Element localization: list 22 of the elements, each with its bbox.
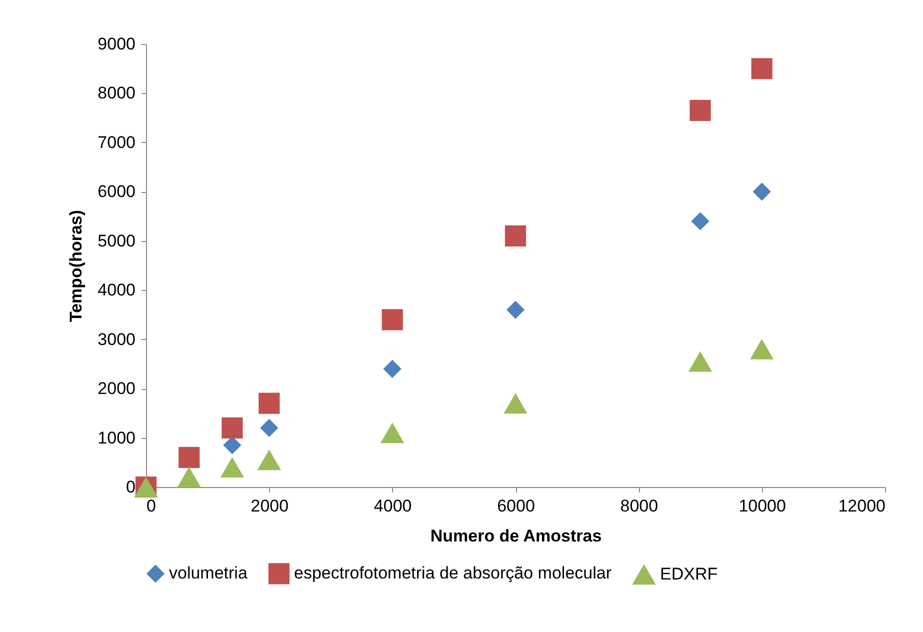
x-tick-label: 8000: [620, 496, 658, 516]
y-tick-label: 7000: [98, 132, 136, 152]
y-tick-label: 1000: [98, 428, 136, 448]
legend-label: volumetria: [169, 564, 248, 583]
x-axis-title: Numero de Amostras: [430, 526, 602, 546]
y-tick-label: 2000: [98, 379, 136, 398]
y-tick-label: 9000: [98, 34, 136, 54]
y-tick-label: 8000: [98, 84, 136, 103]
x-tick-label: 2000: [250, 496, 289, 516]
x-tick-label: 12000: [838, 496, 886, 516]
y-tick-label: 6000: [98, 182, 136, 202]
y-tick-label: 3000: [98, 330, 136, 349]
x-tick-label: 6000: [497, 496, 535, 516]
y-tick-label: 4000: [98, 280, 136, 300]
y-axis-title: Tempo(horas): [66, 210, 86, 322]
y-tick-label: 5000: [98, 231, 136, 250]
legend-label: EDXRF: [660, 564, 718, 584]
x-tick-label: 4000: [374, 496, 412, 516]
x-tick-label: 0: [146, 496, 156, 516]
y-tick-label: 0: [126, 478, 136, 496]
x-tick-label: 10000: [738, 496, 786, 516]
legend-label: espectrofotometria de absorção molecular: [294, 564, 612, 583]
